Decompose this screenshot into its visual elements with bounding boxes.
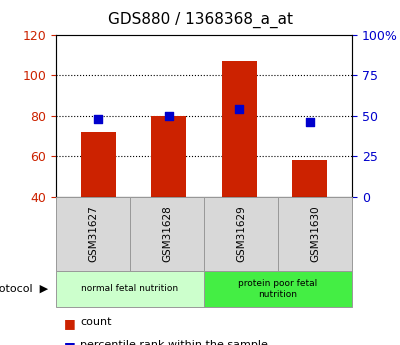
Text: GSM31630: GSM31630 <box>310 205 320 262</box>
Text: percentile rank within the sample: percentile rank within the sample <box>80 340 268 345</box>
Point <box>236 106 242 112</box>
Point <box>166 113 172 118</box>
Text: normal fetal nutrition: normal fetal nutrition <box>82 284 178 294</box>
Text: growth protocol  ▶: growth protocol ▶ <box>0 284 48 294</box>
Text: GSM31627: GSM31627 <box>88 205 98 262</box>
Text: GSM31629: GSM31629 <box>236 205 246 262</box>
Bar <box>292 160 327 197</box>
Text: count: count <box>80 317 112 327</box>
Text: GDS880 / 1368368_a_at: GDS880 / 1368368_a_at <box>108 12 292 28</box>
Text: GSM31628: GSM31628 <box>162 205 172 262</box>
Text: ■: ■ <box>64 317 76 331</box>
Bar <box>81 132 116 197</box>
Text: ■: ■ <box>64 340 76 345</box>
Bar <box>222 61 257 197</box>
Point <box>306 119 313 125</box>
Text: protein poor fetal
nutrition: protein poor fetal nutrition <box>238 279 318 299</box>
Point <box>95 116 102 121</box>
Bar <box>151 116 186 197</box>
